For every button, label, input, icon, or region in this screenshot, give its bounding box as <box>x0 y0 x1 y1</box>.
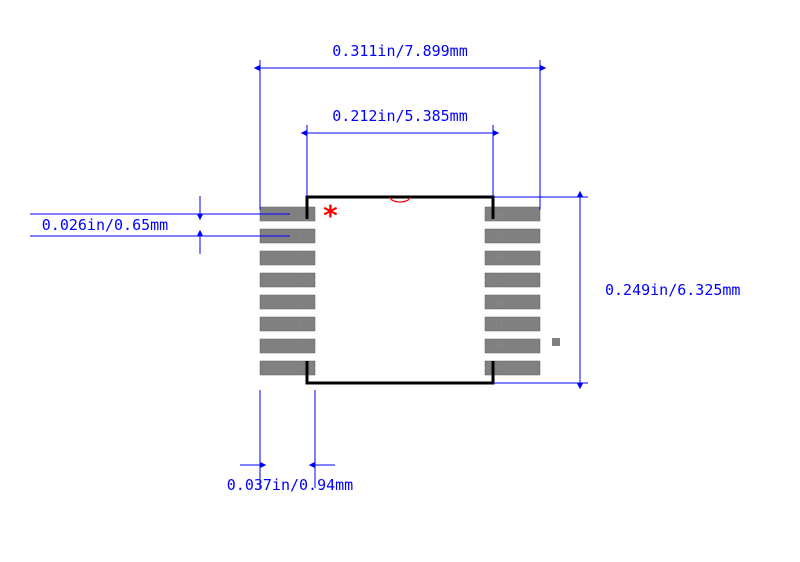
pad-right-5 <box>485 295 540 309</box>
pad-right-3 <box>485 251 540 265</box>
pin1-marker: * <box>322 199 339 232</box>
pin-label: 4 <box>299 277 303 285</box>
pin-label: 11 <box>495 321 503 329</box>
pin-label: 15 <box>495 233 503 241</box>
dim-overall-width: 0.311in/7.899mm <box>332 42 467 60</box>
dim-pitch: 0.026in/0.65mm <box>42 216 168 234</box>
pin-label: 6 <box>299 321 303 329</box>
pad-left-7 <box>260 339 315 353</box>
dim-pad-length: 0.037in/0.94mm <box>227 476 353 494</box>
pad-left-4 <box>260 273 315 287</box>
pad-right-4 <box>485 273 540 287</box>
dim-height: 0.249in/6.325mm <box>605 281 740 299</box>
pin-label: 5 <box>299 299 303 307</box>
pad-left-3 <box>260 251 315 265</box>
pad-left-6 <box>260 317 315 331</box>
pin-label: 7 <box>299 343 303 351</box>
pin-label: 10 <box>495 343 503 351</box>
pin-label: 8 <box>299 365 303 373</box>
pad-right-7 <box>485 339 540 353</box>
ref-square <box>552 338 560 346</box>
pad-right-2 <box>485 229 540 243</box>
pin-label: 9 <box>497 365 501 373</box>
pin-label: 2 <box>299 233 303 241</box>
pad-left-5 <box>260 295 315 309</box>
pin-label: 1 <box>299 211 303 219</box>
pin-label: 13 <box>495 277 503 285</box>
pad-right-6 <box>485 317 540 331</box>
pin-label: 3 <box>299 255 303 263</box>
pin-label: 12 <box>495 299 503 307</box>
pin-label: 16 <box>495 211 503 219</box>
dim-body-width: 0.212in/5.385mm <box>332 107 467 125</box>
pin-label: 14 <box>495 255 503 263</box>
